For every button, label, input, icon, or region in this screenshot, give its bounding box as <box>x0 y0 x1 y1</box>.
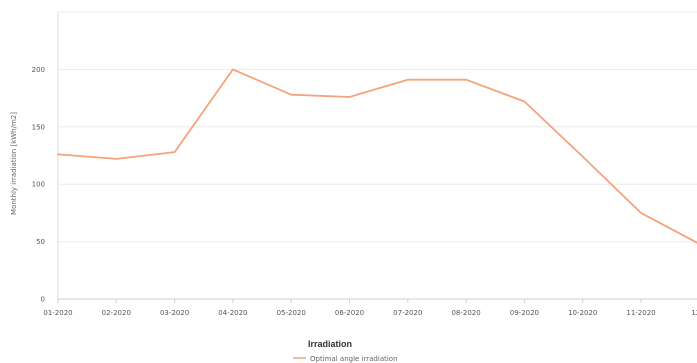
x-tick-label-1: 02-2020 <box>102 309 131 317</box>
data-point-0-9[interactable] <box>580 154 585 159</box>
x-tick-label-2: 03-2020 <box>160 309 189 317</box>
series-layer <box>56 67 697 244</box>
y-tick-label-150: 150 <box>32 123 45 131</box>
x-tick-label-10: 11-2020 <box>626 309 655 317</box>
y-tick-label-200: 200 <box>32 66 45 74</box>
data-point-0-6[interactable] <box>405 77 410 82</box>
x-tick-label-6: 07-2020 <box>393 309 422 317</box>
x-tick-label-9: 10-2020 <box>568 309 597 317</box>
x-tick-label-3: 04-2020 <box>218 309 247 317</box>
axes <box>57 12 697 303</box>
legend: Irradiation Optimal angle irradiation <box>293 339 398 363</box>
data-point-0-3[interactable] <box>230 67 235 72</box>
x-tick-label-11: 12-2 <box>691 309 697 317</box>
legend-title: Irradiation <box>308 339 352 349</box>
data-point-0-5[interactable] <box>347 94 352 99</box>
data-point-0-2[interactable] <box>172 150 177 155</box>
grid-lines <box>58 11 697 243</box>
data-point-0-1[interactable] <box>114 156 119 161</box>
data-point-0-4[interactable] <box>289 92 294 97</box>
data-point-0-7[interactable] <box>464 77 469 82</box>
y-tick-label-100: 100 <box>32 181 45 189</box>
data-point-0-0[interactable] <box>56 152 61 157</box>
x-tick-label-4: 05-2020 <box>277 309 306 317</box>
x-tick-label-8: 09-2020 <box>510 309 539 317</box>
x-tick-label-0: 01-2020 <box>43 309 72 317</box>
y-tick-label-50: 50 <box>36 238 45 246</box>
data-point-0-8[interactable] <box>522 99 527 104</box>
tick-labels: 0 50 100 150 200 01-2020 02-2020 03-2020 04-2020… <box>32 66 697 317</box>
legend-item-optimal-angle-irradiation[interactable]: Optimal angle irradiation <box>310 355 398 363</box>
x-tick-label-5: 06-2020 <box>335 309 364 317</box>
x-tick-label-7: 08-2020 <box>451 309 480 317</box>
y-tick-label-0: 0 <box>41 296 45 304</box>
series-line-0[interactable] <box>57 68 697 244</box>
y-axis-title: Monthly irradiation [kWh/m2] <box>10 112 18 215</box>
data-point-0-10[interactable] <box>639 210 644 215</box>
